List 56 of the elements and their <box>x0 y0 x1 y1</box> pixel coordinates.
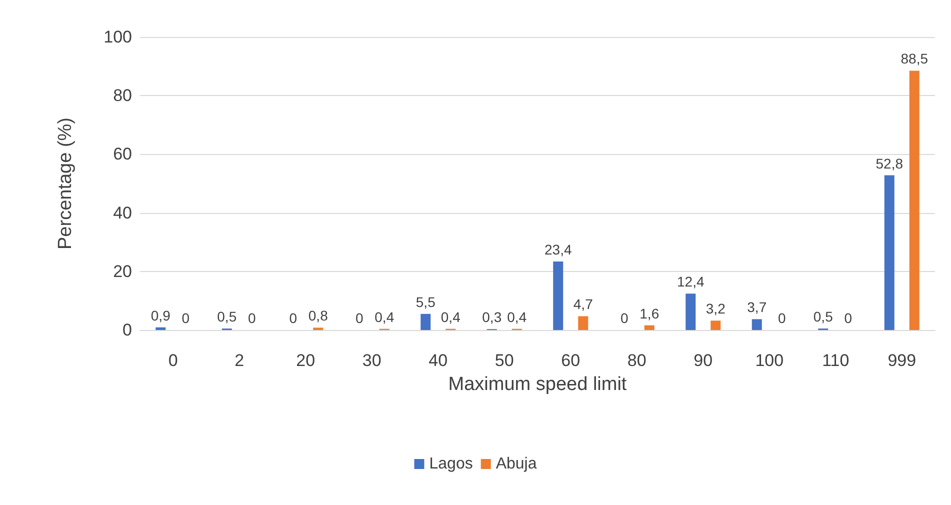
data-label: 0,4 <box>507 308 527 325</box>
bar <box>420 314 431 330</box>
data-label: 0,5 <box>217 308 237 325</box>
legend-label: Lagos <box>429 456 473 472</box>
x-tick-label: 50 <box>494 351 514 370</box>
data-label: 0 <box>844 310 852 326</box>
y-tick-label: 80 <box>113 86 132 106</box>
bar <box>752 319 762 330</box>
data-label: 0,4 <box>440 308 461 325</box>
data-label: 0 <box>182 310 190 326</box>
x-tick-label: 30 <box>362 351 382 370</box>
y-axis-title: Percentage (%) <box>55 117 76 250</box>
bar <box>884 175 894 330</box>
x-tick-label: 20 <box>296 351 316 370</box>
legend-label: Abuja <box>496 456 537 472</box>
bar <box>644 325 654 330</box>
data-label: 3,2 <box>706 300 726 317</box>
bar <box>156 327 166 330</box>
x-tick-label: 110 <box>822 351 850 370</box>
data-label: 0 <box>620 310 628 326</box>
data-label: 5,5 <box>416 294 436 310</box>
data-label: 3,7 <box>747 299 767 316</box>
y-tick-label: 60 <box>113 144 132 164</box>
data-label: 4,7 <box>573 296 594 312</box>
data-label: 0,3 <box>482 309 502 326</box>
x-tick-label: 40 <box>428 351 448 370</box>
data-label: 0,5 <box>813 308 834 325</box>
x-tick-label: 999 <box>888 351 916 370</box>
data-label: 12,4 <box>677 274 704 290</box>
data-label: 23,4 <box>544 241 572 258</box>
y-tick-label: 20 <box>113 262 132 281</box>
data-label: 0 <box>248 310 256 326</box>
data-label: 0,4 <box>374 308 394 325</box>
x-tick-label: 60 <box>561 351 580 370</box>
data-label: 52,8 <box>876 155 904 172</box>
bar <box>578 316 588 330</box>
data-label: 0 <box>778 310 786 326</box>
x-tick-label: 80 <box>627 351 646 370</box>
data-label: 0,9 <box>150 307 171 324</box>
bar <box>686 294 696 330</box>
y-tick-label: 100 <box>104 28 132 46</box>
data-label: 0,8 <box>308 308 328 324</box>
x-tick-label: 90 <box>694 351 713 370</box>
x-tick-label: 0 <box>168 351 178 370</box>
data-label: 0 <box>289 310 298 326</box>
data-label: 88,5 <box>900 50 928 67</box>
x-tick-label: 100 <box>755 351 784 370</box>
data-label: 0 <box>355 310 364 326</box>
x-tick-label: 2 <box>234 351 244 370</box>
y-tick-label: 0 <box>122 320 132 340</box>
data-label: 1,6 <box>640 305 660 322</box>
bar <box>553 261 564 330</box>
bar <box>909 70 920 330</box>
y-tick-label: 40 <box>113 203 132 222</box>
bar <box>710 320 721 330</box>
x-axis-title: Maximum speed limit <box>448 374 628 395</box>
